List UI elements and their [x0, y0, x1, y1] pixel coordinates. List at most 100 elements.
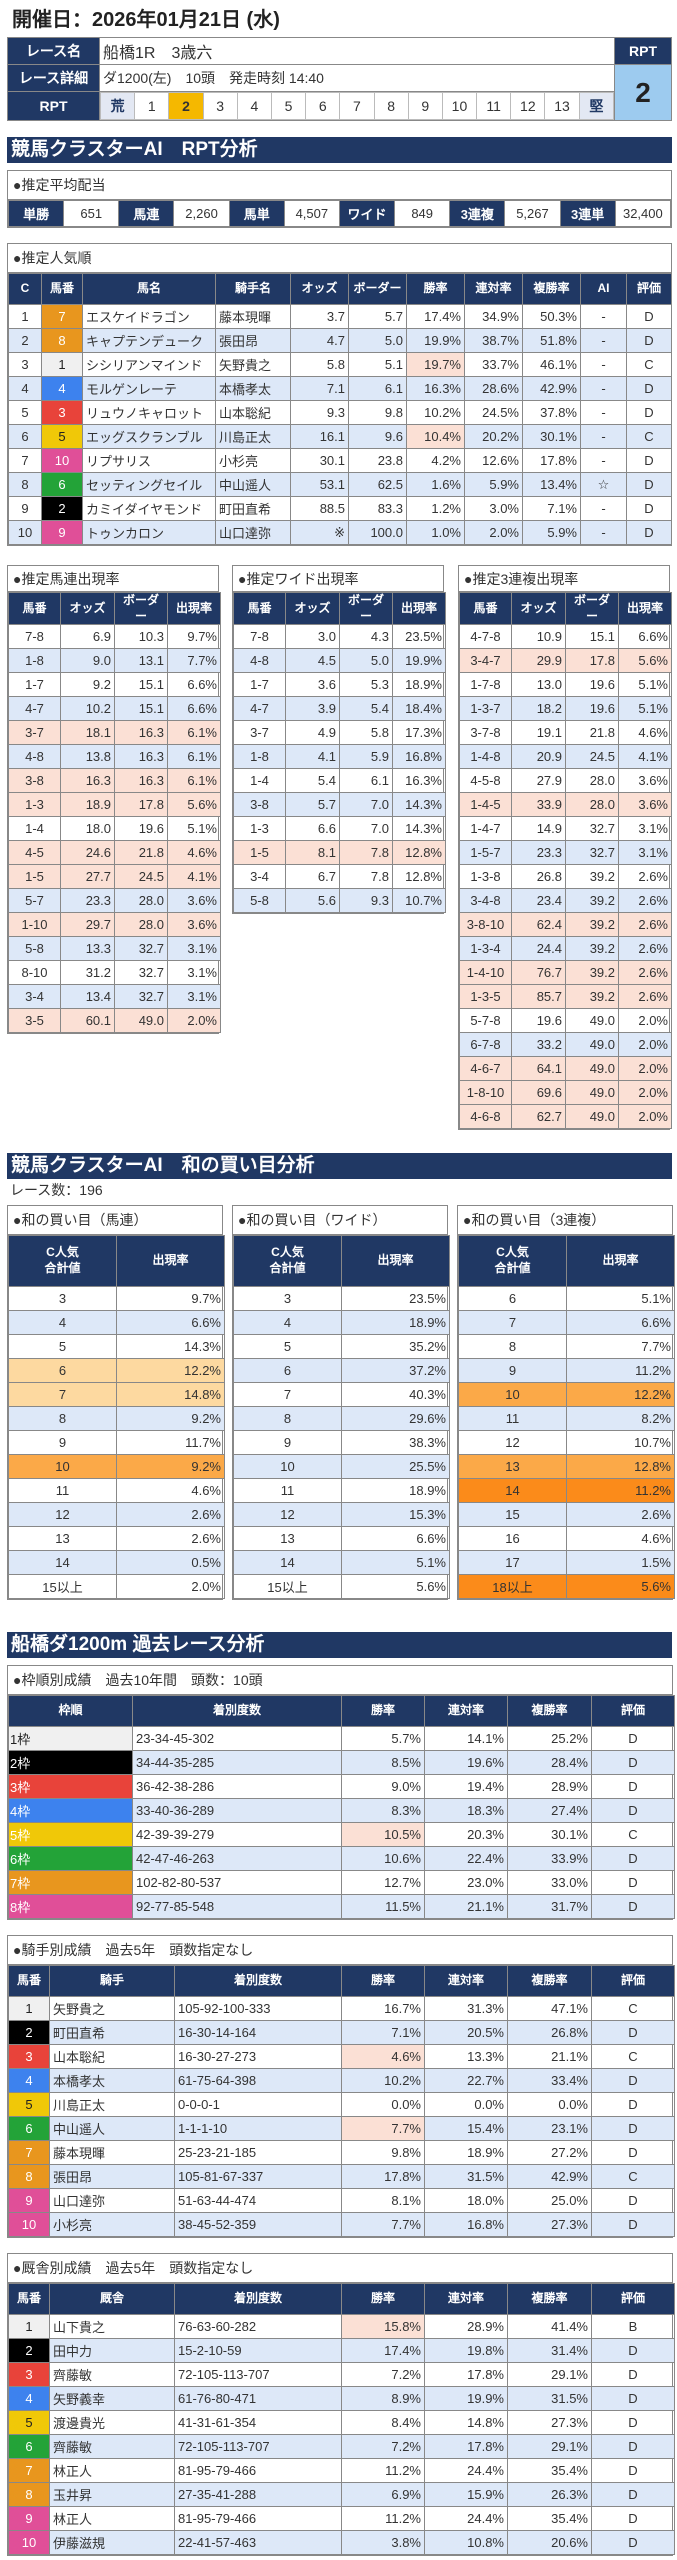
combination: 1-7 — [233, 672, 286, 698]
border: 6.1 — [339, 768, 393, 794]
win-rate: 11.2% — [341, 2506, 425, 2531]
border: 15.1 — [565, 624, 619, 650]
table-row: 4 18.9% — [233, 1310, 450, 1335]
rate: 12.8% — [566, 1454, 675, 1479]
grade: D — [626, 400, 672, 425]
rate: 11.7% — [116, 1430, 225, 1455]
horse-number: 4 — [8, 2386, 50, 2411]
horse-number: 5 — [41, 424, 83, 449]
rate: 2.6% — [116, 1502, 225, 1527]
win-rate: 7.7% — [341, 2116, 425, 2141]
odds: 14.9 — [511, 816, 566, 842]
win-rate: 11.5% — [341, 1894, 425, 1919]
column-header: 複勝率 — [507, 1965, 592, 1997]
record: 42-39-39-279 — [132, 1822, 342, 1847]
odds: 20.9 — [511, 744, 566, 770]
combination: 6-7-8 — [459, 1032, 512, 1058]
grade: D — [591, 2506, 675, 2531]
border: 5.0 — [339, 648, 393, 674]
jockey-stats-table: 馬番 騎手 着別度数 勝率 連対率 複勝率 評価 1 矢野貴之 105-92-100-333 16.… — [8, 1965, 675, 2237]
table-row: 8 29.6% — [233, 1406, 450, 1431]
rpt-scale-cell: 3 — [202, 92, 238, 120]
win-rate: 10.2% — [341, 2068, 425, 2093]
win-rate: 12.7% — [341, 1870, 425, 1895]
sum-wide-table: C人気 合計値 出現率 3 23.5% 4 18.9% 5 35.2% 6 37.2% 7 40.3%… — [233, 1235, 450, 1599]
border: 10.3 — [114, 624, 168, 650]
grade: C — [591, 2164, 675, 2189]
record: 76-63-60-282 — [174, 2314, 342, 2339]
column-header: 複勝率 — [507, 1695, 592, 1727]
top3-rate: 25.0% — [507, 2188, 592, 2213]
border: 39.2 — [565, 960, 619, 986]
win-rate: 4.6% — [341, 2044, 425, 2069]
combination: 1-3 — [233, 816, 286, 842]
top2-rate: 31.3% — [424, 1996, 508, 2021]
ai-mark: - — [580, 304, 627, 329]
popularity-sum: 6 — [458, 1286, 567, 1311]
column-header: 評価 — [591, 1695, 675, 1727]
trainer-name: 伊藤滋規 — [49, 2530, 175, 2555]
border: 83.3 — [348, 496, 407, 521]
table-row: 7-8 6.9 10.3 9.7% — [8, 624, 221, 650]
trainer-name: 矢野義幸 — [49, 2386, 175, 2411]
horse-number: 10 — [8, 2212, 50, 2237]
horse-number: 3 — [8, 2044, 50, 2069]
popularity-rank: 8 — [8, 472, 42, 497]
border: 39.2 — [565, 984, 619, 1010]
popularity-sum: 11 — [233, 1478, 342, 1503]
jockey-name: 町田直希 — [49, 2020, 175, 2045]
odds: 60.1 — [60, 1008, 115, 1034]
horse-number: 4 — [41, 376, 83, 401]
top3-rate: 31.4% — [507, 2338, 592, 2363]
border: 9.3 — [339, 888, 393, 914]
table-row: 9 38.3% — [233, 1430, 450, 1455]
popularity-sum: 10 — [458, 1382, 567, 1407]
top2-rate: 28.9% — [424, 2314, 508, 2339]
column-header: 出現率 — [618, 591, 672, 626]
top3-rate: 28.4% — [507, 1750, 592, 1775]
border: 32.7 — [114, 936, 168, 962]
table-row: 3-4 6.7 7.8 12.8% — [233, 864, 446, 890]
odds: 5.7 — [285, 792, 340, 818]
odds: 4.5 — [285, 648, 340, 674]
combination: 3-7-8 — [459, 720, 512, 746]
popularity-sum: 8 — [233, 1406, 342, 1431]
top3-rate: 31.5% — [507, 2386, 592, 2411]
top2-rate: 16.8% — [424, 2212, 508, 2237]
grade: C — [591, 2044, 675, 2069]
payout-title: ●推定平均配当 — [8, 171, 671, 200]
popularity-sum: 11 — [8, 1478, 117, 1503]
table-row: 5-7-8 19.6 49.0 2.0% — [459, 1008, 672, 1034]
column-header: 騎手名 — [215, 273, 291, 305]
grade: D — [591, 2140, 675, 2165]
column-header: ボーダー — [339, 591, 393, 626]
odds: 10.2 — [60, 696, 115, 722]
border: 16.3 — [114, 720, 168, 746]
rate: 10.7% — [566, 1430, 675, 1455]
top2-rate: 38.7% — [464, 328, 523, 353]
table-row: 6 5.1% — [458, 1286, 675, 1311]
trainer-name: 田中力 — [49, 2338, 175, 2363]
sum-umaren-table: C人気 合計値 出現率 3 9.7% 4 6.6% 5 14.3% 6 12.2% 7 14.8% 8 9… — [8, 1235, 225, 1599]
rate: 16.3% — [392, 768, 446, 794]
popularity-rank: 4 — [8, 376, 42, 401]
ai-mark: - — [580, 424, 627, 449]
border: 19.6 — [114, 816, 168, 842]
table-row: 1-3 6.6 7.0 14.3% — [233, 816, 446, 842]
table-row: 1-8-10 69.6 49.0 2.0% — [459, 1080, 672, 1106]
top2-rate: 12.6% — [464, 448, 523, 473]
popularity-rank: 5 — [8, 400, 42, 425]
rate: 9.7% — [116, 1286, 225, 1311]
grade: D — [591, 1750, 675, 1775]
horse-name: トゥンカロン — [82, 520, 216, 545]
odds: 16.1 — [290, 424, 349, 449]
odds: 27.7 — [60, 864, 115, 890]
frame: 4枠 — [8, 1798, 133, 1823]
table-row: 3-5 60.1 49.0 2.0% — [8, 1008, 221, 1034]
table-row: 3 齊藤敏 72-105-113-707 7.2% 17.8% 29.1% D — [8, 2362, 675, 2387]
rate: 3.1% — [167, 984, 221, 1010]
table-row: 15以上 2.0% — [8, 1574, 225, 1599]
odds: 3.0 — [285, 624, 340, 650]
border: 32.7 — [565, 840, 619, 866]
border: 49.0 — [565, 1032, 619, 1058]
